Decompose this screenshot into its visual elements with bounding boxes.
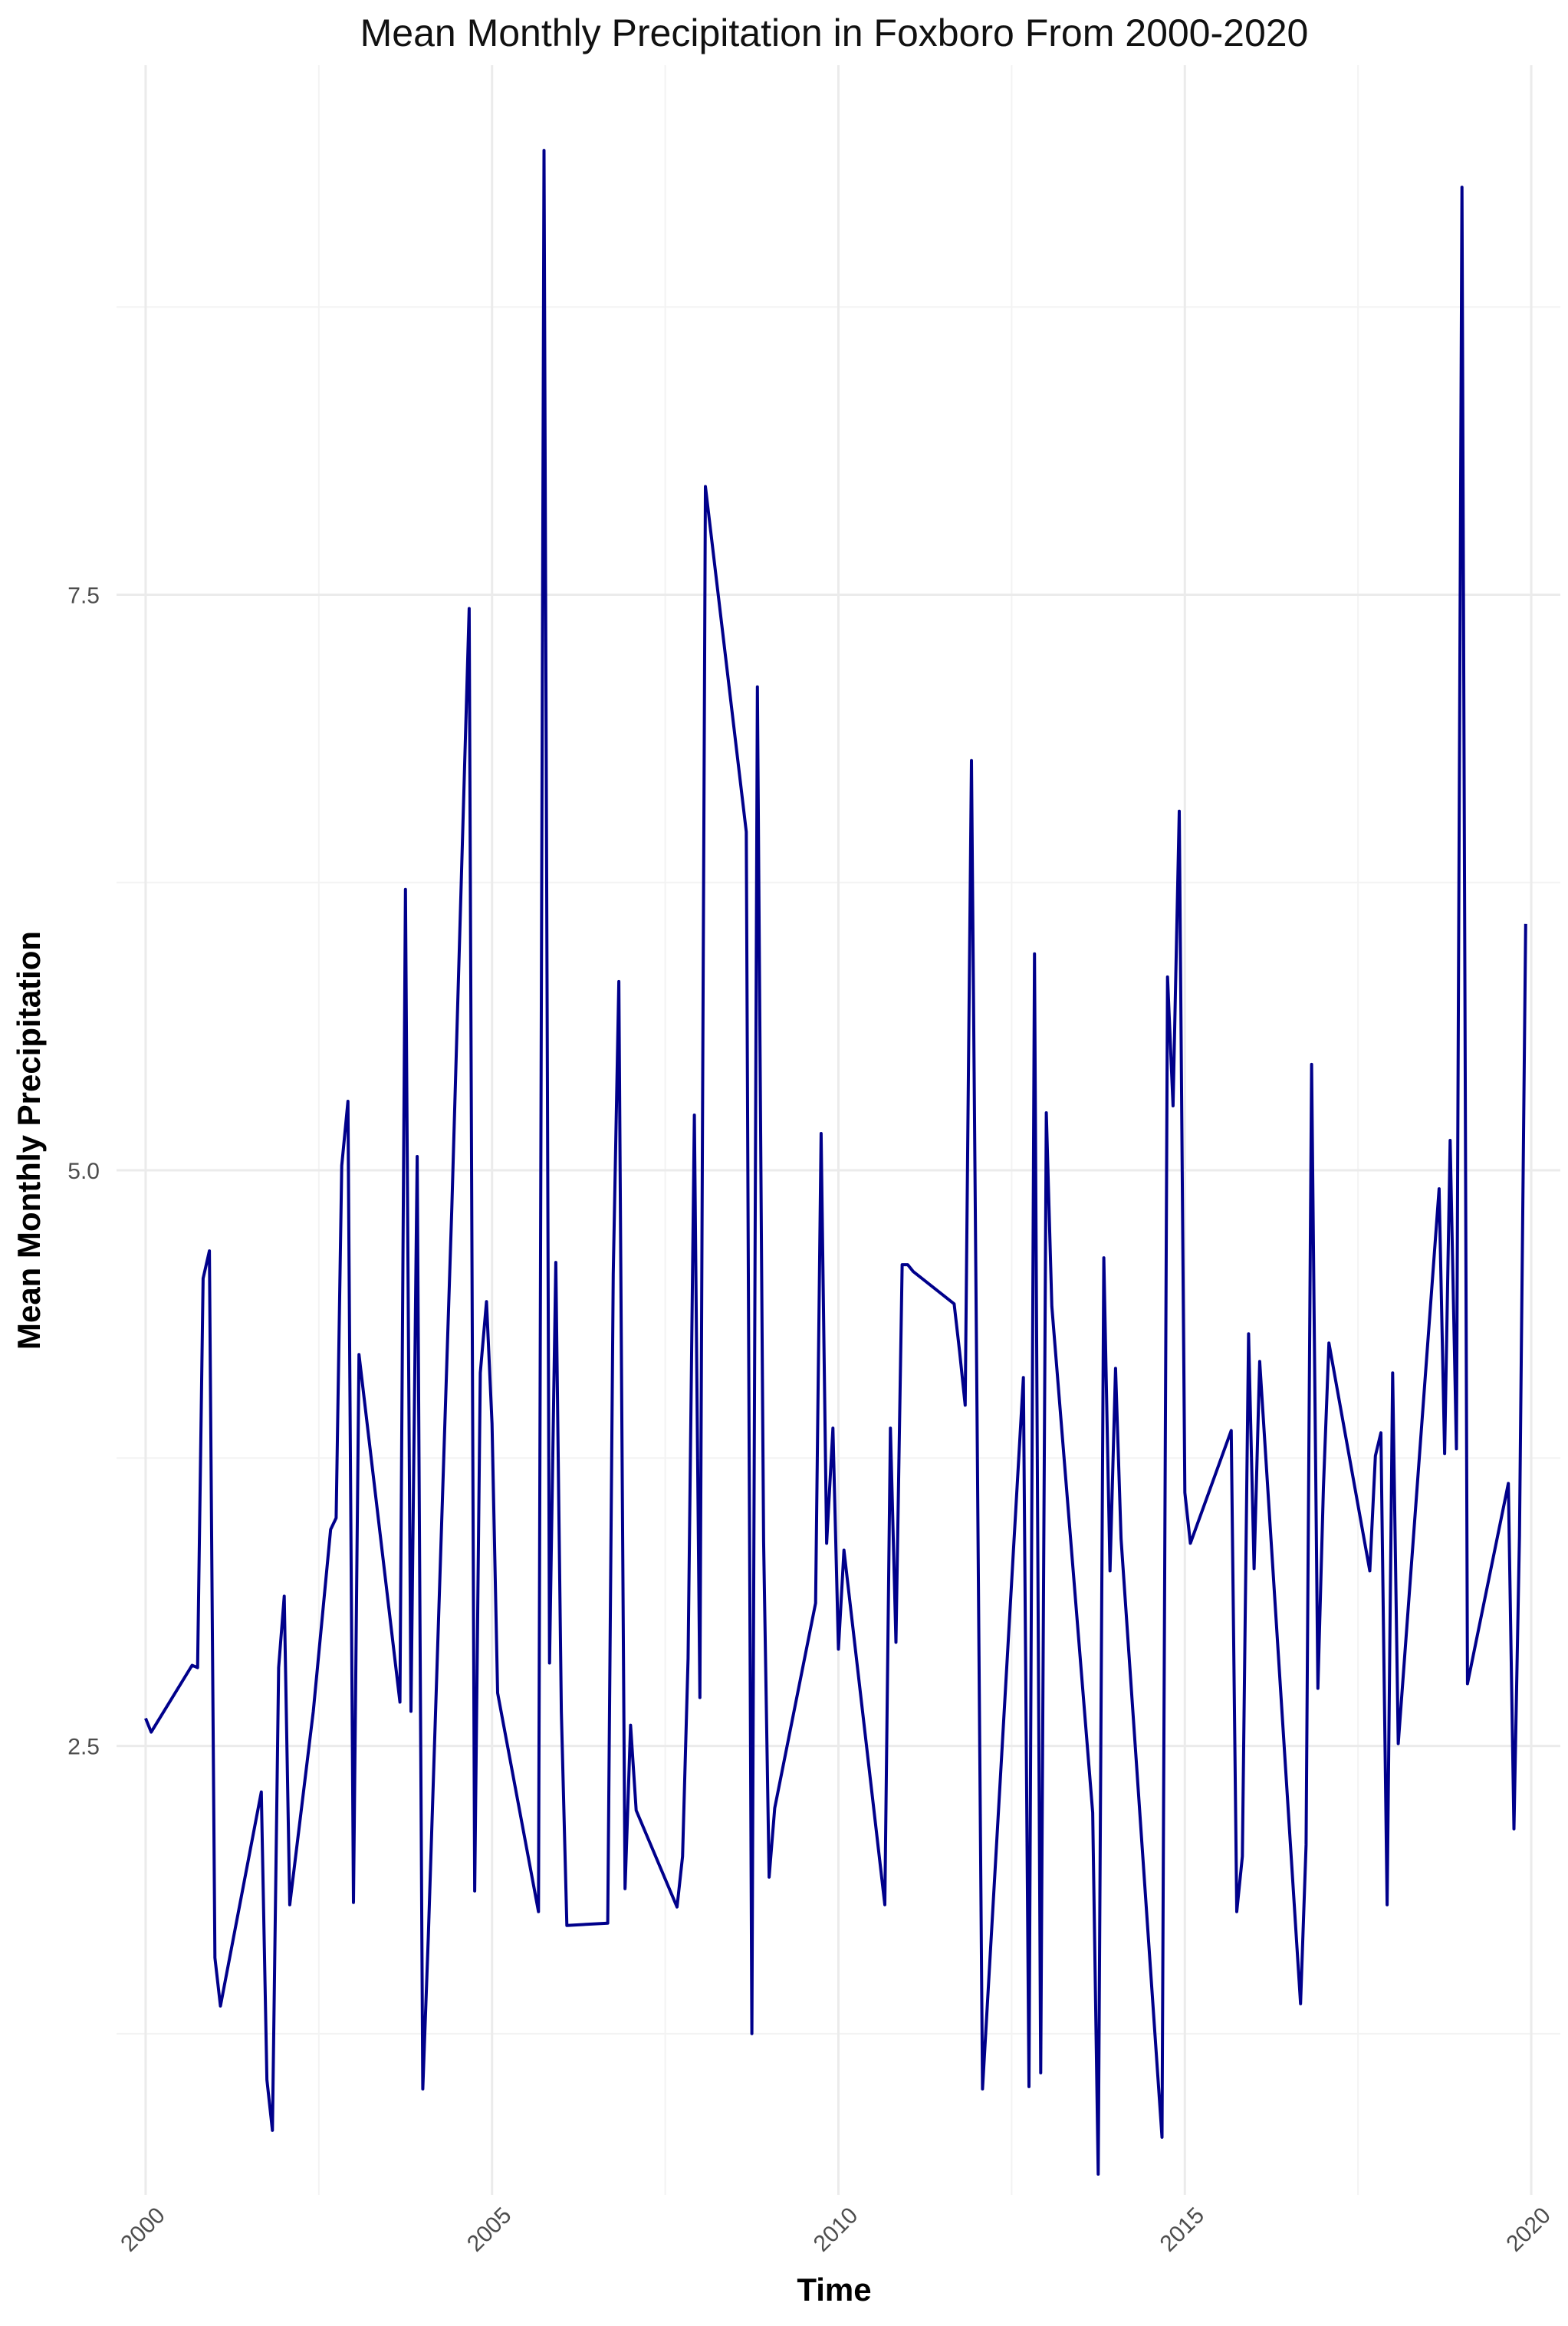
x-axis-tick-labels: 2000 2005 2010 2015 2020 [116, 2203, 1556, 2257]
x-tick-label: 2010 [809, 2203, 863, 2257]
y-axis-title: Mean Monthly Precipitation [11, 931, 47, 1350]
x-tick-label: 2015 [1155, 2203, 1210, 2257]
y-tick-label: 7.5 [67, 583, 100, 608]
grid-lines [117, 65, 1560, 2195]
x-tick-label: 2000 [116, 2203, 170, 2257]
x-tick-label: 2020 [1501, 2203, 1556, 2257]
chart-title: Mean Monthly Precipitation in Foxboro Fr… [360, 12, 1309, 54]
precipitation-series-line [144, 149, 1527, 2176]
y-axis-tick-labels: 2.5 5.0 7.5 [67, 583, 100, 1759]
x-tick-label: 2005 [462, 2203, 517, 2257]
y-tick-label: 2.5 [67, 1735, 100, 1760]
x-axis-title: Time [797, 2272, 871, 2308]
y-tick-label: 5.0 [67, 1159, 100, 1184]
